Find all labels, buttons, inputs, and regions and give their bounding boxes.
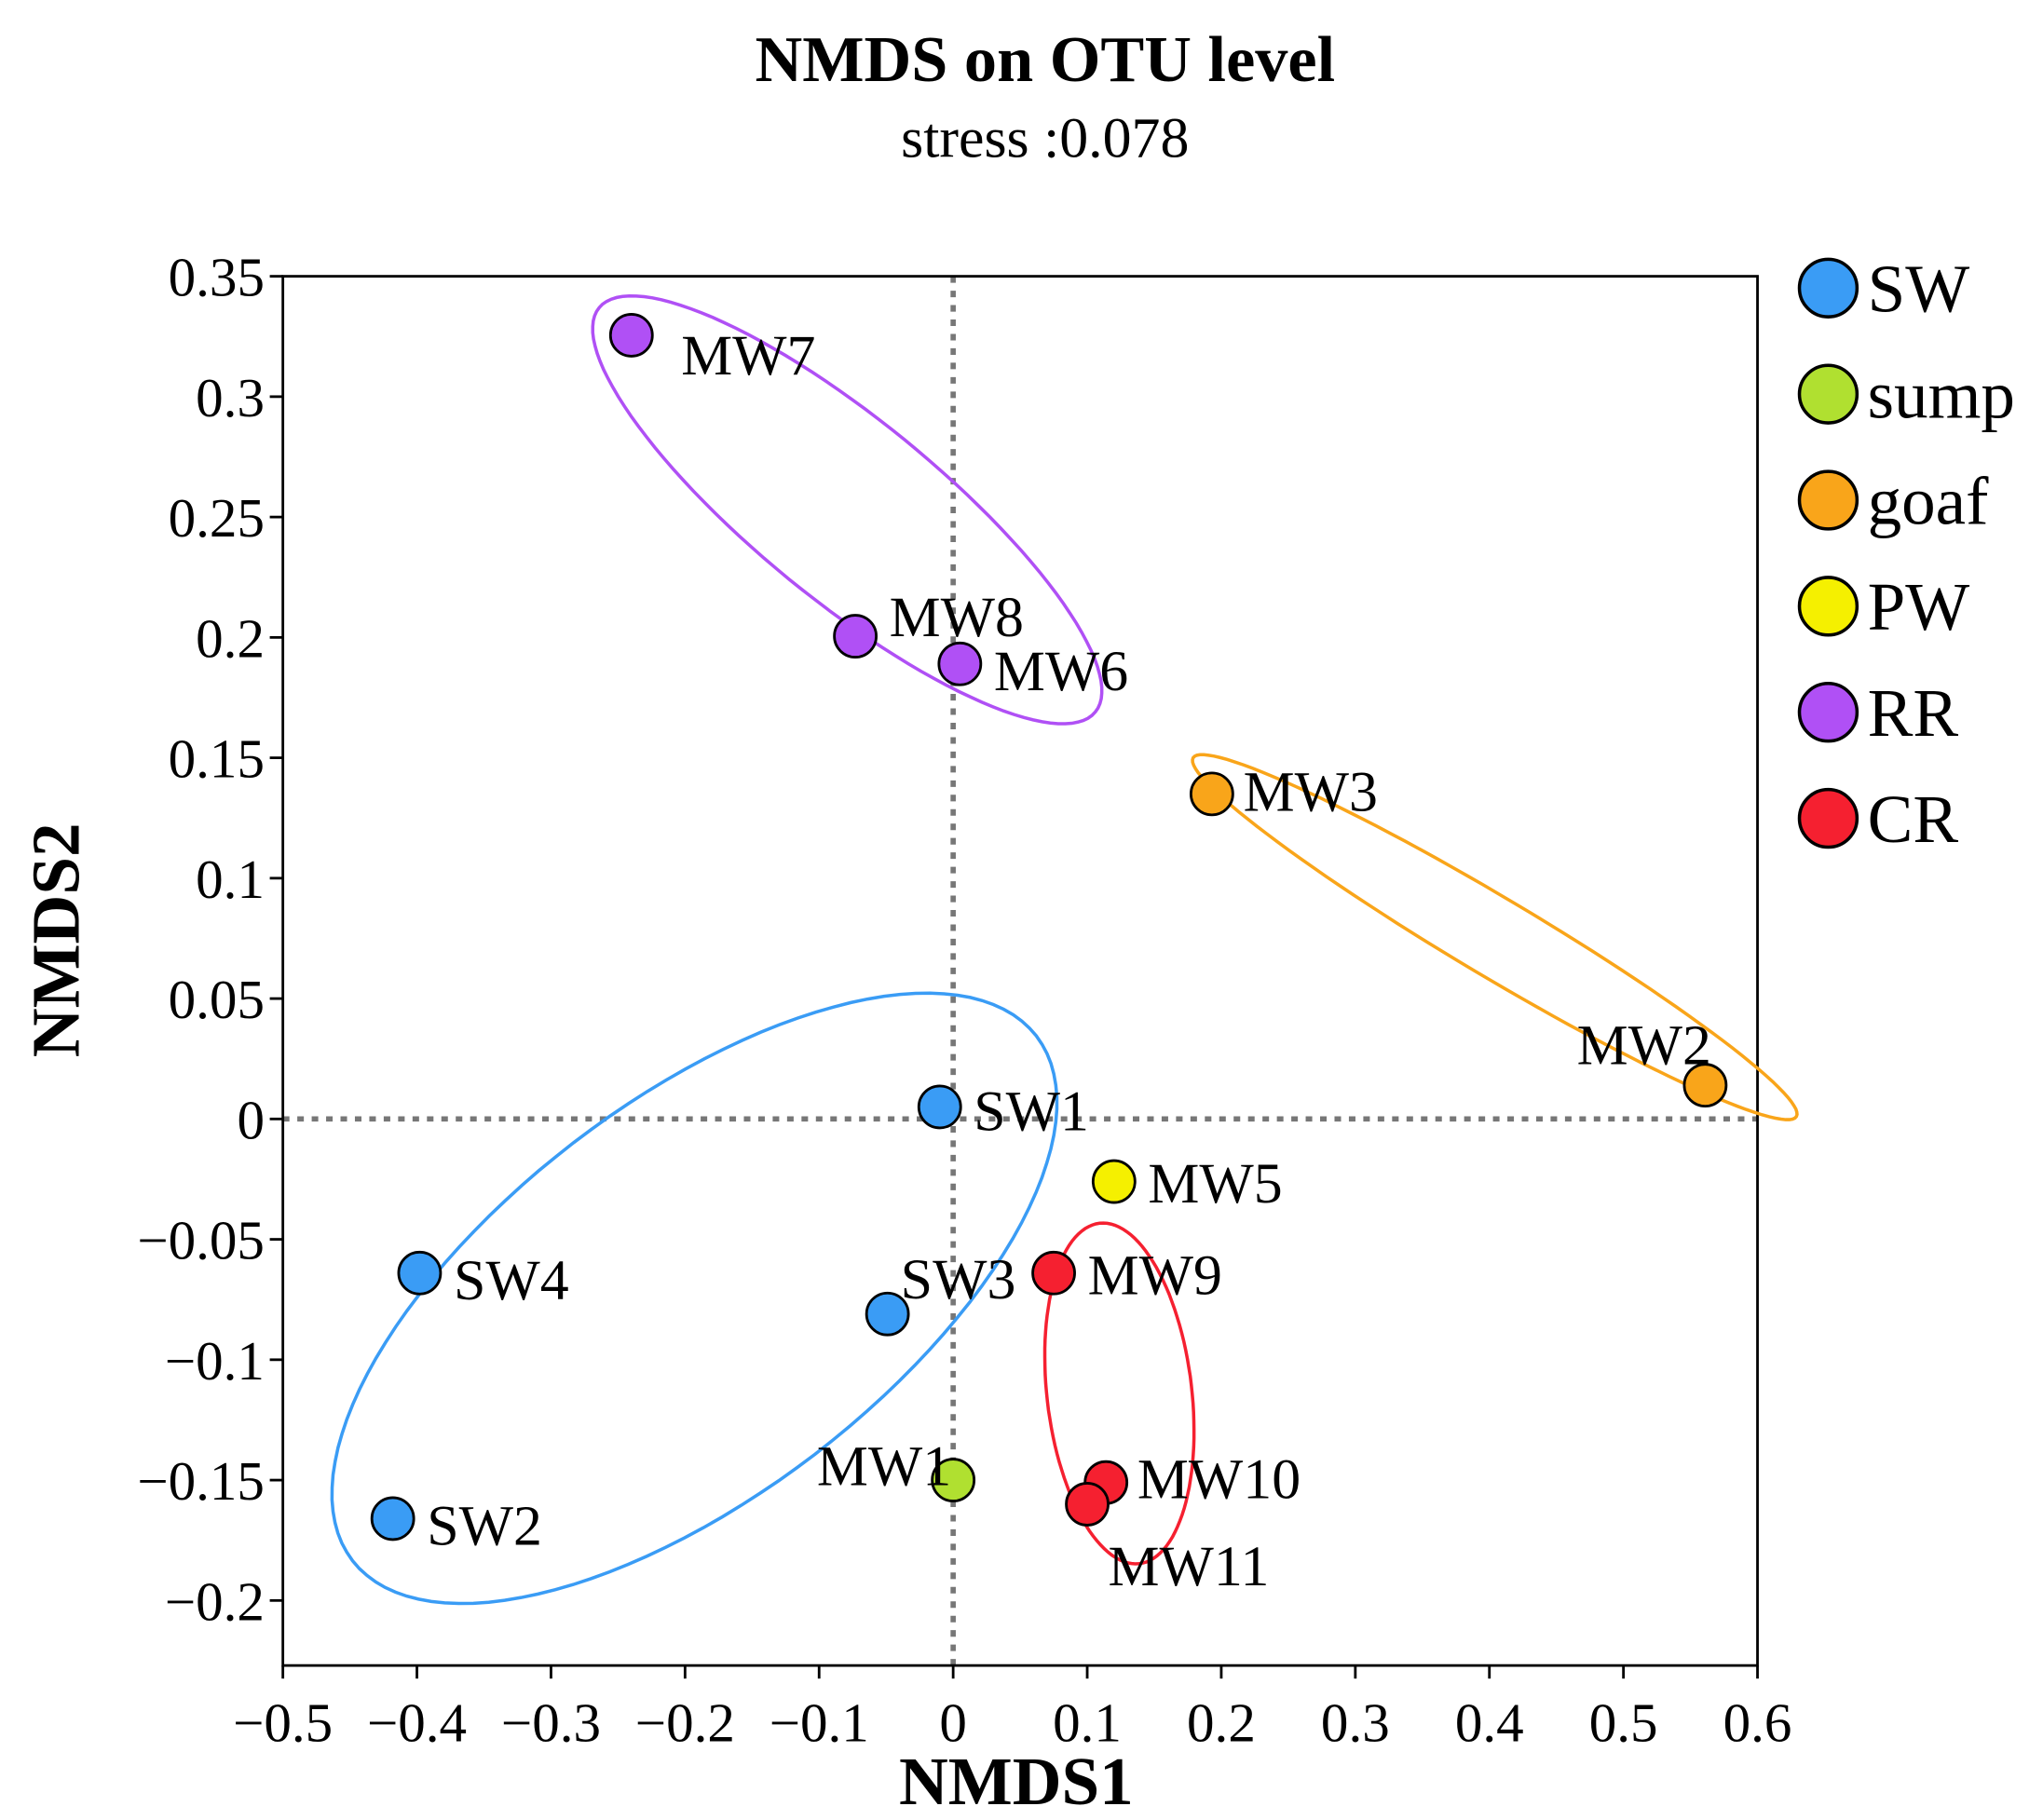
point-label: SW3 xyxy=(901,1248,1016,1311)
point-mw3 xyxy=(1189,771,1234,817)
y-tick-label: −0.2 xyxy=(165,1570,265,1632)
legend-marker-goaf xyxy=(1797,469,1859,531)
point-label: MW7 xyxy=(681,324,815,387)
y-tick-label: −0.1 xyxy=(165,1330,265,1392)
point-sw1 xyxy=(917,1084,962,1130)
point-sw2 xyxy=(370,1496,415,1542)
confidence-ellipse-rr xyxy=(591,293,1104,726)
legend-marker-sw xyxy=(1797,257,1859,319)
point-mw9 xyxy=(1031,1250,1076,1296)
plot-frame xyxy=(281,275,1759,1667)
x-tick-label: 0 xyxy=(939,1692,967,1754)
plot-area: −0.5 −0.4 −0.3 −0.2 −0.1 0 0.1 0.2 0.3 0.4 0.5 0.6 0… xyxy=(137,247,1799,1754)
x-tick-label: 0.1 xyxy=(1053,1692,1122,1754)
point-label: MW3 xyxy=(1244,761,1378,824)
x-axis-label: NMDS1 xyxy=(899,1744,1134,1819)
y-tick-label: 0.1 xyxy=(196,849,265,910)
point-label: SW2 xyxy=(427,1495,542,1558)
y-tick-label: 0.2 xyxy=(196,607,265,669)
point-label: SW4 xyxy=(454,1249,569,1312)
x-tick-label: −0.2 xyxy=(635,1692,735,1754)
point-mw7 xyxy=(608,313,654,358)
x-tick-label: 0.5 xyxy=(1589,1692,1658,1754)
confidence-ellipse-sw xyxy=(330,991,1059,1606)
point-label: MW11 xyxy=(1109,1535,1270,1598)
x-tick-label: 0.4 xyxy=(1455,1692,1524,1754)
legend-label-sw: SW xyxy=(1868,251,1970,327)
legend-marker-cr xyxy=(1797,787,1859,849)
x-tick-label: −0.4 xyxy=(367,1692,467,1754)
y-axis-label: NMDS2 xyxy=(18,822,93,1057)
y-tick-label: −0.05 xyxy=(137,1210,265,1271)
legend-label-rr: RR xyxy=(1868,675,1959,751)
y-tick-label: 0.05 xyxy=(169,969,265,1030)
point-label: MW8 xyxy=(890,586,1024,649)
x-tick-label: −0.5 xyxy=(233,1692,333,1754)
point-sw4 xyxy=(397,1250,443,1296)
y-tick-label: 0.25 xyxy=(169,487,265,549)
point-label: SW1 xyxy=(974,1080,1089,1144)
legend-marker-sump xyxy=(1797,363,1859,425)
point-mw2 xyxy=(1682,1063,1728,1108)
point-mw5 xyxy=(1091,1159,1137,1204)
legend-label-pw: PW xyxy=(1868,569,1970,645)
legend-label-cr: CR xyxy=(1868,781,1959,857)
legend-marker-pw xyxy=(1797,576,1859,637)
legend-label-goaf: goaf xyxy=(1868,463,1990,538)
chart-title: NMDS on OTU level xyxy=(755,23,1335,96)
point-label: MW9 xyxy=(1088,1243,1222,1307)
chart-subtitle: stress :0.078 xyxy=(901,107,1189,170)
y-tick-label: 0.3 xyxy=(196,367,265,428)
x-tick-label: −0.1 xyxy=(770,1692,869,1754)
x-tick-label: 0.3 xyxy=(1321,1692,1390,1754)
y-tick-label: −0.15 xyxy=(137,1450,265,1512)
y-tick-label: 0.35 xyxy=(169,247,265,308)
point-mw11 xyxy=(1065,1482,1110,1527)
x-tick-label: 0.2 xyxy=(1187,1692,1256,1754)
point-mw1 xyxy=(931,1458,976,1502)
point-label: MW1 xyxy=(817,1435,951,1499)
point-label: MW6 xyxy=(994,640,1128,703)
legend: SW sump goaf PW RR CR xyxy=(1797,251,2015,857)
x-tick-label: −0.3 xyxy=(501,1692,601,1754)
legend-label-sump: sump xyxy=(1868,357,2015,432)
point-label: MW5 xyxy=(1148,1152,1282,1216)
confidence-ellipse-cr xyxy=(1042,1221,1196,1566)
y-tick-label: 0.15 xyxy=(169,728,265,790)
point-mw8 xyxy=(833,614,878,659)
point-label: MW2 xyxy=(1577,1014,1711,1078)
point-mw6 xyxy=(937,641,983,686)
y-tick-label: 0 xyxy=(237,1089,265,1150)
point-label: MW10 xyxy=(1137,1448,1301,1512)
confidence-ellipse-goaf xyxy=(1191,753,1799,1121)
point-sw3 xyxy=(865,1291,910,1337)
x-tick-label: 0.6 xyxy=(1723,1692,1792,1754)
legend-marker-rr xyxy=(1797,682,1859,743)
